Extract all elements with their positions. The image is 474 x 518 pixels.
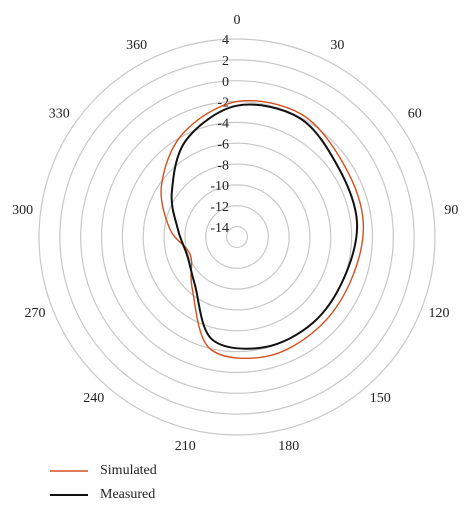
grid-circle	[205, 205, 269, 269]
angle-label: 90	[444, 203, 458, 218]
angle-label: 330	[49, 107, 70, 122]
grid-circle	[38, 38, 436, 436]
legend-label: Simulated	[100, 463, 157, 478]
r-tick-label: 0	[222, 75, 229, 90]
r-tick-label: -12	[210, 200, 229, 215]
r-tick-label: -8	[217, 158, 229, 173]
grid-circle	[121, 121, 353, 353]
angle-label: 300	[12, 203, 33, 218]
r-tick-label: -10	[210, 179, 229, 194]
angle-label: 270	[25, 306, 46, 321]
grid-circle	[100, 100, 374, 374]
legend-label: Measured	[100, 487, 155, 502]
r-tick-label: -14	[210, 221, 229, 236]
angle-label: 240	[83, 391, 104, 406]
r-tick-label: -4	[217, 117, 229, 132]
grid-circle	[59, 59, 415, 415]
angle-label: 210	[175, 439, 196, 454]
grid-circle	[225, 225, 249, 249]
grid-circle	[142, 142, 332, 332]
r-tick-label: -2	[217, 96, 229, 111]
r-tick-label: -6	[217, 137, 229, 152]
angle-label: 60	[408, 107, 422, 122]
angle-label: 360	[126, 38, 147, 53]
grid-circle	[163, 163, 311, 311]
grid-circle	[184, 184, 290, 290]
angle-label: 30	[330, 38, 344, 53]
series-line	[170, 103, 359, 350]
angle-label: 150	[370, 391, 391, 406]
grid-circle	[80, 80, 394, 394]
angle-label: 180	[278, 439, 299, 454]
r-tick-label: 4	[222, 33, 229, 48]
series-line	[160, 99, 365, 360]
angle-label: 120	[428, 306, 449, 321]
angle-label: 0	[234, 13, 241, 28]
r-tick-label: 2	[222, 54, 229, 69]
